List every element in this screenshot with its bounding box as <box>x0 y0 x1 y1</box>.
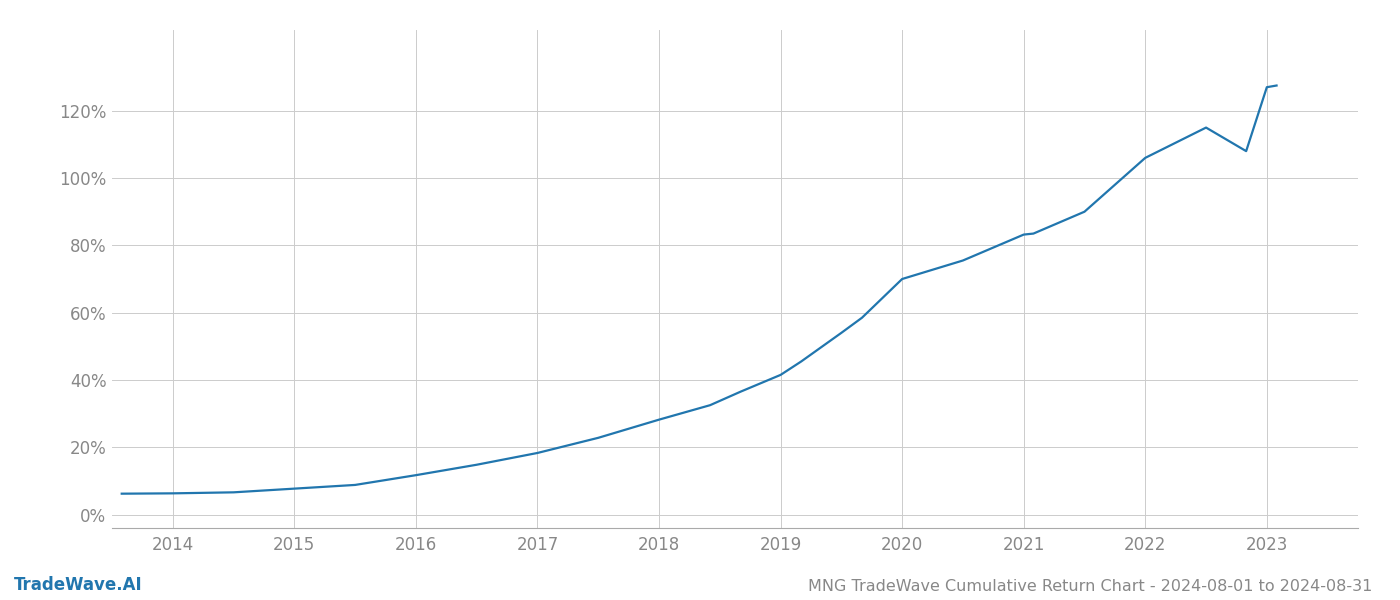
Text: MNG TradeWave Cumulative Return Chart - 2024-08-01 to 2024-08-31: MNG TradeWave Cumulative Return Chart - … <box>808 579 1372 594</box>
Text: TradeWave.AI: TradeWave.AI <box>14 576 143 594</box>
